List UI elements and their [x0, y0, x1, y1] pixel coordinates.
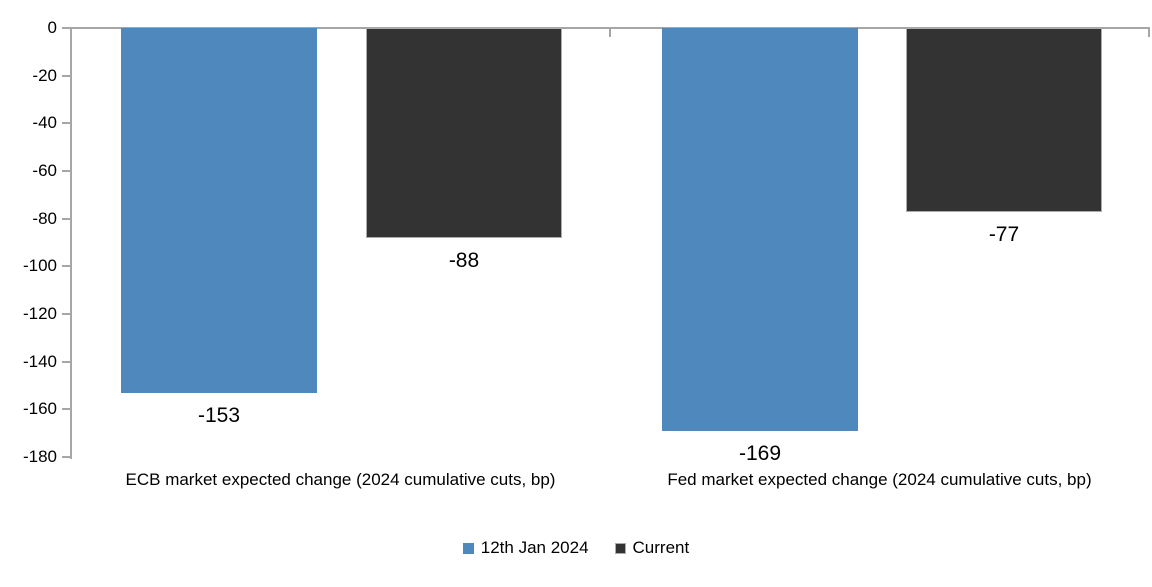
legend-item-current: Current — [614, 537, 690, 559]
y-axis-tick — [62, 313, 71, 315]
y-axis-tick-label: -120 — [22, 304, 57, 323]
value-label-fed-12th-jan-2024: -169 — [738, 442, 782, 465]
bar-ecb-current — [366, 28, 562, 238]
bar-fed-12th-jan-2024 — [662, 28, 858, 431]
y-axis-tick — [62, 408, 71, 410]
y-axis-line — [70, 27, 72, 459]
y-axis-tick — [62, 170, 71, 172]
y-axis-tick-label: -40 — [32, 113, 57, 132]
y-axis-tick-label: -180 — [22, 447, 57, 466]
y-axis-tick — [62, 456, 71, 458]
y-axis-tick-label: -100 — [22, 256, 57, 275]
value-label-ecb-current: -88 — [448, 249, 480, 272]
y-axis-tick — [62, 122, 71, 124]
category-label-fed: Fed market expected change (2024 cumulat… — [667, 470, 1092, 489]
y-axis-tick-label: -20 — [32, 66, 57, 85]
y-axis-tick — [62, 27, 71, 29]
y-axis-tick — [62, 265, 71, 267]
value-label-ecb-12th-jan-2024: -153 — [197, 404, 241, 427]
y-axis-tick-label: 0 — [47, 18, 57, 37]
y-axis-tick-label: -60 — [32, 161, 57, 180]
legend-swatch-icon — [614, 542, 626, 554]
y-axis-tick — [62, 361, 71, 363]
legend-label: 12th Jan 2024 — [480, 538, 589, 557]
legend-label: Current — [632, 538, 690, 557]
legend-item-12th-jan-2024: 12th Jan 2024 — [462, 537, 589, 559]
category-label-ecb: ECB market expected change (2024 cumulat… — [125, 470, 556, 489]
y-axis-tick-label: -80 — [32, 209, 57, 228]
bar-fed-current — [906, 28, 1102, 212]
y-axis-tick-label: -160 — [22, 399, 57, 418]
legend: 12th Jan 2024 Current — [0, 537, 1152, 559]
plot-area: 0 -20 -40 -60 -80 -100 -120 -140 -160 -180 -153 -88… — [23, 18, 1150, 466]
x-axis-category-tick — [1148, 28, 1150, 37]
y-axis-tick — [62, 218, 71, 220]
y-axis-tick — [62, 75, 71, 77]
value-label-fed-current: -77 — [988, 223, 1020, 246]
bar-ecb-12th-jan-2024 — [121, 28, 317, 393]
x-axis-category-tick — [609, 28, 611, 37]
y-axis-tick-label: -140 — [22, 352, 57, 371]
legend-swatch-icon — [462, 542, 474, 554]
